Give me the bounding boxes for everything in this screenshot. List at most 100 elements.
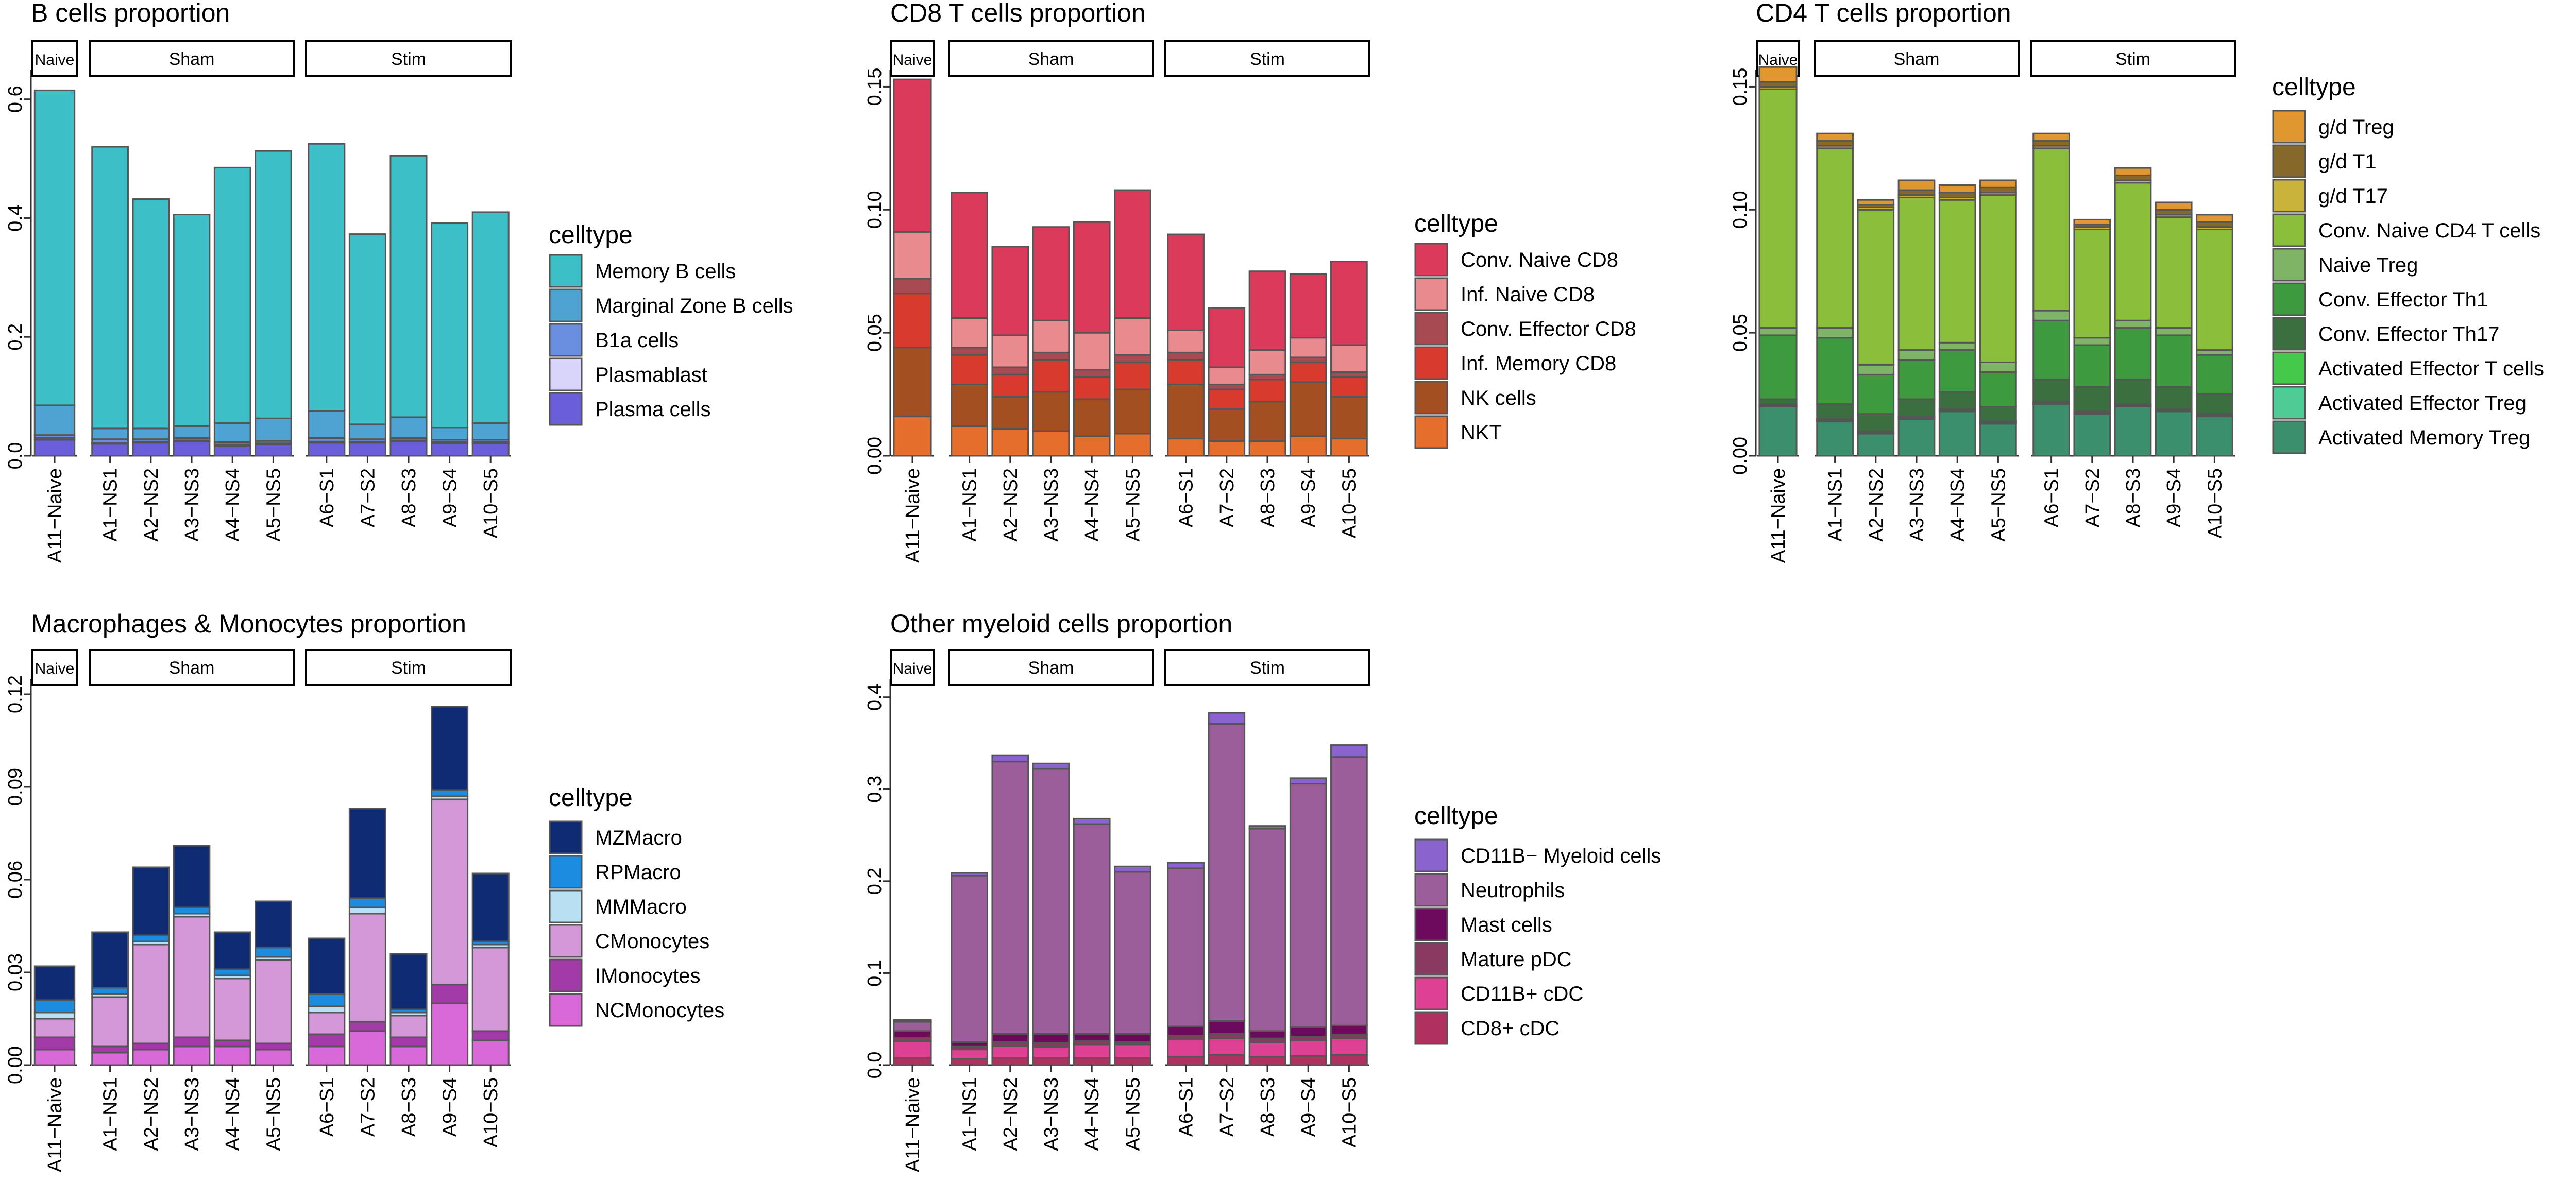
bar-segment (893, 1040, 932, 1059)
legend-label: Conv. Naive CD4 T cells (2318, 219, 2540, 242)
bar-segment (1857, 364, 1895, 375)
legend: celltype MZMacro RPMacro MMMacro CMonocytes I… (549, 784, 724, 1027)
legend-key (1414, 415, 1448, 449)
x-tick-label: A8−S3 (398, 468, 420, 527)
facet-label: Sham (169, 658, 215, 678)
facet-label: Stim (391, 658, 426, 678)
bar-segment (2032, 147, 2070, 312)
bar-segment (132, 442, 170, 457)
bar-segment (1032, 762, 1070, 770)
bar-segment (173, 845, 211, 908)
legend-label: NK cells (1461, 387, 1536, 409)
y-tick-label: 0.03 (5, 953, 26, 991)
facet-label: Naive (35, 52, 75, 68)
bar-segment (1857, 199, 1895, 206)
legend-label: Activated Memory Treg (2318, 426, 2530, 449)
legend-key (1414, 838, 1448, 872)
legend-key (549, 889, 583, 923)
bar-segment (471, 1039, 510, 1066)
bar-segment (1289, 1039, 1327, 1057)
bar-segment (1114, 1044, 1151, 1059)
y-tick-label: 0.4 (864, 683, 886, 711)
chart-panel-0: B cells proportion 0.0 0.2 0.4 0.6 Naive A11−N… (5, 0, 793, 563)
facet-strip (1814, 40, 2020, 77)
bar-segment (2155, 201, 2193, 211)
bar-segment (308, 937, 346, 995)
bar-segment (132, 934, 170, 942)
bar-segment (91, 1045, 129, 1054)
facet-strip (1164, 40, 1370, 77)
bar-segment (2155, 327, 2193, 336)
facet-strip (1164, 649, 1370, 686)
facet-strip (31, 40, 78, 77)
y-tick-label: 0.00 (5, 1046, 26, 1084)
bar-segment (1816, 420, 1854, 457)
bar-segment (1938, 349, 1976, 393)
bar-segment (1032, 768, 1070, 1035)
legend-label: Conv. Effector CD8 (1461, 318, 1636, 340)
bar-segment (2155, 410, 2193, 457)
legend-key (1414, 381, 1448, 415)
bar-segment (1167, 1056, 1205, 1066)
legend-key (2272, 110, 2306, 144)
facet-strip (89, 649, 295, 686)
bar-segment (308, 993, 346, 1007)
y-tick-label: 0.0 (5, 442, 26, 470)
legend-label: CD8+ cDC (1461, 1017, 1560, 1040)
x-tick-label: A5−NS5 (1988, 468, 2009, 542)
bar-segment (1032, 351, 1070, 361)
bar-segment (893, 347, 932, 418)
bar-segment (1897, 398, 1936, 418)
legend-title: celltype (1414, 802, 1498, 830)
bar-segment (91, 146, 129, 430)
legend-key (1414, 873, 1448, 907)
legend-label: RPMacro (595, 861, 681, 884)
bar-segment (389, 953, 428, 1010)
bar-segment (91, 1052, 129, 1066)
bar-segment (1289, 337, 1327, 358)
bar-segment (213, 1045, 251, 1066)
legend-label: g/d T1 (2318, 150, 2377, 173)
facet-label: Sham (1028, 658, 1074, 678)
facet-strip (948, 40, 1154, 77)
legend-label: Naive Treg (2318, 254, 2418, 277)
bar-segment (173, 916, 211, 1038)
bar-segment (1979, 371, 2017, 407)
bar-segment (991, 396, 1029, 430)
bar-segment (2073, 337, 2111, 346)
x-tick-label: A7−S2 (1216, 468, 1238, 527)
bar-segment (2073, 386, 2111, 413)
bar-segment (389, 1015, 428, 1038)
bar-segment (1167, 867, 1205, 1027)
bar-segment (348, 906, 386, 915)
bar-segment (255, 1049, 292, 1066)
bar-segment (389, 440, 428, 457)
facet-label: Stim (2115, 49, 2150, 69)
bar-segment (33, 965, 76, 1001)
legend-label: Activated Effector Treg (2318, 392, 2527, 415)
bar-segment (348, 423, 386, 440)
bar-segment (1816, 327, 1854, 339)
legend-label: Plasmablast (595, 364, 707, 386)
bar-segment (2032, 310, 2070, 321)
bar-segment (1248, 379, 1286, 403)
x-tick-label: A4−NS4 (1081, 1077, 1103, 1151)
facet-strip (305, 40, 512, 77)
x-tick-label: A8−S3 (1257, 1077, 1279, 1137)
x-tick-label: A1−NS1 (100, 468, 122, 542)
x-tick-label: A5−NS5 (1122, 468, 1144, 542)
chart-panel-2: CD4 T cells proportion 0.00 0.05 0.10 0.15 Na… (1730, 0, 2544, 563)
facet-label: Stim (1250, 658, 1285, 678)
chart-panel-3: Macrophages & Monocytes proportion 0.00 0.… (5, 609, 724, 1172)
bar-segment (1167, 359, 1205, 385)
x-tick-label: A5−NS5 (263, 1077, 284, 1151)
bar-segment (471, 1030, 510, 1041)
x-tick-label: A8−S3 (398, 1077, 420, 1137)
bar-segment (33, 89, 76, 406)
x-tick-label: A11−Naive (902, 1077, 924, 1172)
x-tick-label: A4−NS4 (1947, 468, 1969, 542)
bar-segment (1208, 712, 1246, 725)
legend-key (549, 924, 583, 958)
bar-segment (1248, 825, 1286, 830)
bar-segment (2196, 229, 2233, 351)
